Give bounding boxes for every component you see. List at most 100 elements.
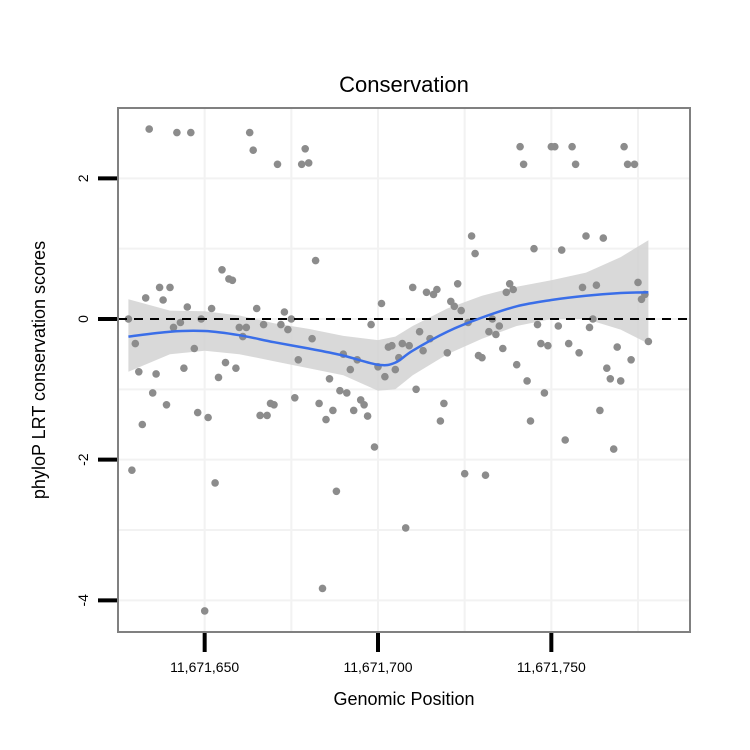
data-point bbox=[273, 160, 282, 169]
data-point bbox=[505, 280, 514, 288]
y-tick-label: -2 bbox=[75, 453, 91, 466]
data-point bbox=[599, 234, 608, 242]
data-point bbox=[554, 322, 563, 330]
data-point bbox=[277, 320, 285, 329]
data-point bbox=[336, 386, 344, 395]
data-point bbox=[322, 415, 330, 424]
data-point bbox=[235, 323, 244, 332]
data-point bbox=[592, 281, 601, 290]
data-point bbox=[523, 377, 531, 385]
data-point bbox=[453, 280, 462, 288]
data-point bbox=[571, 160, 580, 169]
x-axis-label: Genomic Position bbox=[333, 689, 474, 709]
data-point bbox=[616, 377, 625, 385]
data-point bbox=[412, 385, 420, 394]
data-point bbox=[332, 487, 341, 496]
confidence-band bbox=[128, 240, 649, 391]
data-point bbox=[211, 479, 219, 487]
data-point bbox=[561, 436, 569, 444]
data-point bbox=[318, 584, 327, 593]
data-point bbox=[603, 364, 611, 373]
y-tick-label: 0 bbox=[75, 315, 91, 323]
smooth-line-layer bbox=[128, 291, 649, 367]
x-tick-label: 11,671,750 bbox=[517, 659, 586, 675]
data-point bbox=[568, 142, 576, 151]
data-point bbox=[436, 417, 445, 425]
data-point bbox=[245, 128, 254, 137]
data-point bbox=[367, 320, 375, 329]
data-point bbox=[644, 337, 653, 346]
data-point bbox=[180, 364, 188, 373]
data-point bbox=[422, 288, 431, 297]
data-point bbox=[460, 469, 469, 478]
confidence-band-layer bbox=[128, 240, 649, 391]
data-point bbox=[349, 406, 358, 415]
data-point bbox=[613, 343, 621, 351]
data-point bbox=[537, 339, 545, 348]
data-point bbox=[308, 334, 316, 343]
data-point bbox=[557, 246, 566, 254]
data-point bbox=[606, 375, 615, 383]
data-point bbox=[152, 370, 160, 378]
data-point bbox=[287, 315, 296, 323]
data-point bbox=[405, 341, 414, 350]
smooth-line bbox=[128, 291, 649, 367]
data-point bbox=[141, 294, 150, 302]
data-point bbox=[183, 303, 192, 311]
data-point bbox=[159, 296, 167, 304]
y-axis-label: phyloP LRT conservation scores bbox=[29, 241, 49, 499]
data-point bbox=[242, 323, 251, 332]
data-point bbox=[623, 160, 632, 169]
data-point bbox=[155, 283, 164, 292]
data-point bbox=[135, 368, 143, 376]
data-point bbox=[471, 249, 479, 258]
data-point bbox=[509, 285, 517, 294]
data-point bbox=[401, 524, 410, 532]
data-point bbox=[176, 318, 185, 327]
data-point bbox=[325, 375, 334, 383]
data-point bbox=[512, 360, 521, 369]
y-tick-label: -4 bbox=[75, 594, 91, 607]
x-axis-ticks: 11,671,650 11,671,700 11,671,750 bbox=[170, 633, 586, 675]
panel-border bbox=[117, 107, 691, 633]
data-point bbox=[346, 365, 355, 374]
data-point bbox=[450, 302, 459, 311]
data-point bbox=[575, 349, 583, 357]
data-point bbox=[526, 417, 535, 425]
data-point bbox=[578, 283, 587, 292]
data-point bbox=[551, 142, 559, 151]
data-point bbox=[492, 330, 500, 339]
data-point bbox=[166, 283, 174, 292]
data-point bbox=[630, 160, 639, 169]
data-point bbox=[228, 276, 237, 285]
data-point bbox=[263, 411, 271, 420]
data-point bbox=[343, 389, 351, 397]
data-point bbox=[533, 320, 542, 329]
y-axis-ticks: 2 0 -2 -4 bbox=[75, 174, 117, 607]
data-point bbox=[249, 146, 257, 154]
data-point bbox=[589, 315, 597, 323]
data-point bbox=[544, 341, 552, 350]
data-point bbox=[620, 142, 628, 151]
data-point bbox=[585, 323, 594, 332]
data-point bbox=[232, 364, 240, 373]
chart-title: Conservation bbox=[339, 72, 469, 97]
data-point bbox=[297, 160, 306, 169]
data-point bbox=[388, 341, 396, 350]
data-point bbox=[280, 308, 289, 316]
data-point bbox=[596, 406, 604, 415]
data-point bbox=[363, 412, 372, 420]
data-point bbox=[485, 327, 493, 336]
data-point bbox=[519, 160, 528, 169]
data-point bbox=[377, 299, 386, 308]
data-point bbox=[495, 322, 504, 330]
data-point bbox=[499, 344, 507, 353]
data-point bbox=[457, 306, 466, 315]
data-point bbox=[131, 339, 140, 348]
data-point bbox=[138, 420, 147, 429]
data-point bbox=[440, 399, 448, 408]
data-point bbox=[391, 365, 400, 374]
data-point bbox=[419, 346, 427, 355]
data-point bbox=[193, 408, 202, 417]
